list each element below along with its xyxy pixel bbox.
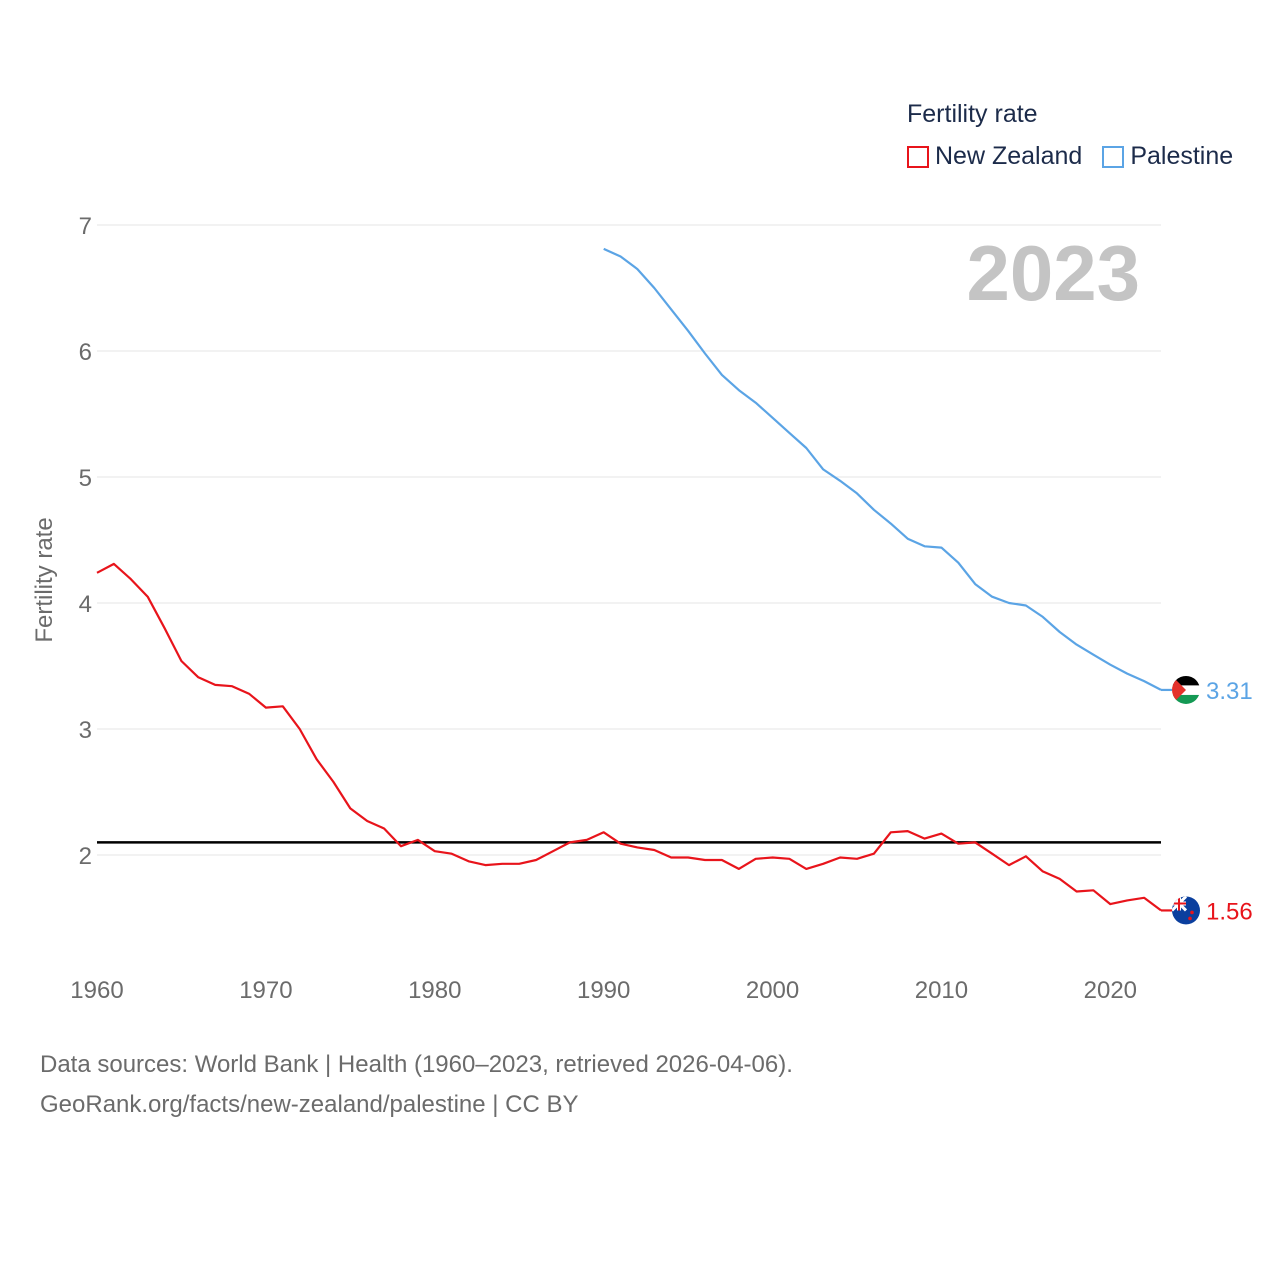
line-chart: 2 3 4 5 6 7 1960 1970 1980 1990 2000 2010 2020 Fert… <box>31 213 1253 1004</box>
y-tick-label-7: 7 <box>79 213 92 240</box>
legend-label-new-zealand: New Zealand <box>935 142 1083 170</box>
x-tick-label-1970: 1970 <box>239 977 292 1004</box>
series-line-new-zealand <box>96 562 1162 912</box>
end-value-label-palestine: 3.31 <box>1206 678 1253 705</box>
y-tick-label-4: 4 <box>79 591 92 618</box>
y-tick-label-5: 5 <box>79 465 92 492</box>
end-markers: 1.56 3.31 <box>1161 675 1253 925</box>
source-link[interactable]: GeoRank.org/facts/new-zealand/palestine … <box>40 1091 579 1118</box>
x-tick-label-2010: 2010 <box>915 977 968 1004</box>
y-axis-ticks: 2 3 4 5 6 7 <box>79 213 92 870</box>
series-lines <box>96 247 1162 912</box>
data-source: Data sources: World Bank | Health (1960–… <box>40 1045 793 1125</box>
end-value-label-new-zealand: 1.56 <box>1206 898 1253 925</box>
legend-swatch-palestine <box>1102 145 1125 168</box>
legend-item-palestine[interactable]: Palestine <box>1102 142 1233 171</box>
y-tick-label-2: 2 <box>79 843 92 870</box>
legend-title: Fertility rate <box>907 100 1038 128</box>
palestine-flag-icon <box>1172 675 1200 704</box>
legend: New Zealand Palestine <box>907 142 1253 171</box>
x-tick-label-1980: 1980 <box>408 977 461 1004</box>
x-tick-label-1990: 1990 <box>577 977 630 1004</box>
legend-swatch-new-zealand <box>907 145 929 168</box>
x-axis-ticks: 1960 1970 1980 1990 2000 2010 2020 <box>70 977 1137 1004</box>
x-tick-label-1960: 1960 <box>70 977 123 1004</box>
y-tick-label-3: 3 <box>79 717 92 744</box>
series-line-palestine <box>603 247 1162 691</box>
legend-item-new-zealand[interactable]: New Zealand <box>907 142 1082 171</box>
grid-lines <box>97 224 1161 856</box>
new-zealand-flag-icon <box>1172 896 1200 925</box>
x-tick-label-2020: 2020 <box>1084 977 1137 1004</box>
legend-label-palestine: Palestine <box>1130 142 1234 170</box>
y-axis-label: Fertility rate <box>31 517 58 642</box>
y-tick-label-6: 6 <box>79 339 92 366</box>
x-tick-label-2000: 2000 <box>746 977 799 1004</box>
source-line-1: Data sources: World Bank | Health (1960–… <box>40 1051 793 1078</box>
year-label: 2023 <box>966 229 1140 317</box>
